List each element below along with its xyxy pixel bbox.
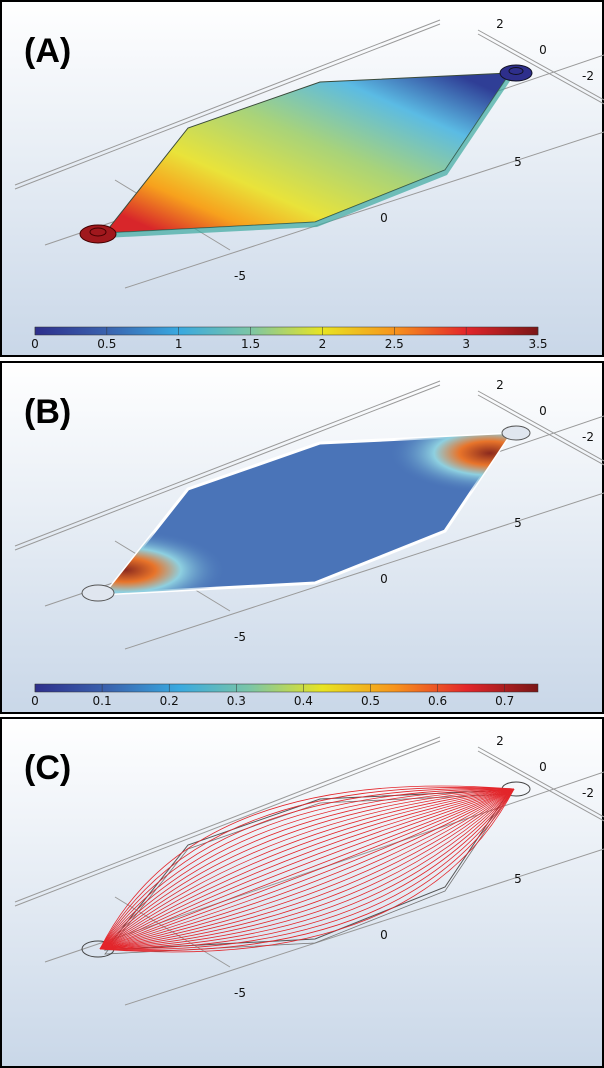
pad: [82, 585, 114, 601]
axis-label: 5: [514, 516, 522, 530]
axis-label: 5: [514, 155, 522, 169]
axis-label: -2: [582, 786, 594, 800]
axis-label: 2: [496, 378, 504, 392]
axis-label: 0: [380, 572, 388, 586]
colorbar-tick-label: 0.7: [495, 694, 514, 708]
axis-label: -2: [582, 69, 594, 83]
axis-label: -5: [234, 986, 246, 1000]
axis-label: 0: [380, 928, 388, 942]
colorbar: [35, 327, 538, 335]
colorbar-tick-label: 0.6: [428, 694, 447, 708]
panel-label: (A): [24, 32, 71, 70]
panel-label: (C): [24, 749, 71, 787]
axis-label: -2: [582, 430, 594, 444]
colorbar-tick-label: 0: [31, 337, 39, 351]
colorbar-tick-label: 0.1: [93, 694, 112, 708]
colorbar-tick-label: 0.3: [227, 694, 246, 708]
axis-label: 2: [496, 734, 504, 748]
panel-label: (B): [24, 393, 71, 431]
colorbar-tick-label: 0.4: [294, 694, 313, 708]
colorbar: [35, 684, 538, 692]
pad: [502, 426, 530, 440]
colorbar-tick-label: 0: [31, 694, 39, 708]
colorbar-tick-label: 2.5: [385, 337, 404, 351]
panel-a: (A) 2 0 -2 5 0 -5 0 0.5 1 1.5 2 2.5 3 3.5: [0, 0, 604, 357]
panel-b: (B) 2 0 -2 5 0 -5 0 0.1 0.2 0.3 0.4 0.5 0.6 0.7: [0, 361, 604, 714]
colorbar-tick-label: 0.5: [97, 337, 116, 351]
colorbar-tick-label: 1: [175, 337, 183, 351]
axis-label: 5: [514, 872, 522, 886]
colorbar-tick-label: 2: [319, 337, 327, 351]
axis-label: 0: [380, 211, 388, 225]
colorbar-tick-label: 0.2: [160, 694, 179, 708]
axis-label: -5: [234, 630, 246, 644]
colorbar-tick-label: 0.5: [361, 694, 380, 708]
axis-label: 2: [496, 17, 504, 31]
colorbar-tick-label: 3.5: [528, 337, 547, 351]
axis-label: 0: [539, 404, 547, 418]
colorbar-tick-label: 3: [462, 337, 470, 351]
axis-label: 0: [539, 760, 547, 774]
axis-label: 0: [539, 43, 547, 57]
axis-label: -5: [234, 269, 246, 283]
panel-c: (C) 2 0 -2 5 0 -5: [0, 717, 604, 1068]
colorbar-tick-label: 1.5: [241, 337, 260, 351]
page: (A) 2 0 -2 5 0 -5 0 0.5 1 1.5 2 2.5 3 3.5 (B) 2 0 -2 5 0 -5 0…: [0, 0, 604, 1068]
